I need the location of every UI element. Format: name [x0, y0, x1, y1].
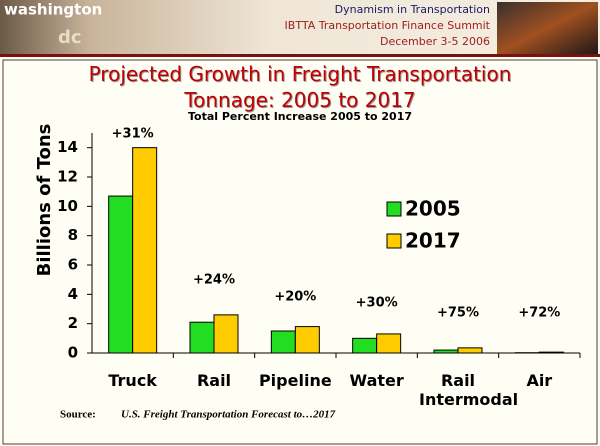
- x-tick-label: Truck: [94, 371, 172, 390]
- header-rule: [0, 54, 600, 57]
- y-tick-label: 4: [68, 285, 78, 303]
- y-tick-label: 2: [68, 314, 78, 332]
- header-line: IBTTA Transportation Finance Summit: [285, 19, 491, 32]
- slide: washington dc Dynamism in Transportation…: [0, 0, 600, 446]
- bar: [214, 315, 238, 353]
- x-tick-label: Rail Intermodal: [419, 371, 497, 409]
- annotation: +24%: [193, 273, 235, 288]
- annotation: +75%: [437, 306, 479, 321]
- x-tick-label: Water: [338, 371, 416, 390]
- bar: [109, 196, 133, 353]
- logo-bottom: dc: [58, 27, 82, 48]
- header-line: Dynamism in Transportation: [335, 3, 490, 16]
- bar: [353, 338, 377, 353]
- legend-label: 2005: [405, 197, 461, 221]
- x-tick-label: Air: [500, 371, 578, 390]
- x-tick-label: Pipeline: [256, 371, 334, 390]
- annotation: +72%: [518, 306, 560, 321]
- bar: [377, 334, 401, 353]
- y-tick-label: 14: [57, 138, 78, 156]
- annotation: +31%: [112, 127, 154, 142]
- legend-swatch: [387, 202, 401, 216]
- y-tick-label: 6: [68, 256, 78, 274]
- annotation: +30%: [356, 296, 398, 311]
- x-tick-label: Rail: [175, 371, 253, 390]
- logo-top: washington: [4, 1, 102, 19]
- y-tick-label: 0: [68, 344, 78, 362]
- source-label: Source:: [60, 409, 96, 421]
- bar: [133, 148, 157, 353]
- bar: [539, 352, 563, 353]
- bar: [295, 327, 319, 353]
- annotation: +20%: [274, 290, 316, 305]
- y-tick-label: 12: [57, 168, 78, 186]
- legend-label: 2017: [405, 229, 461, 253]
- chart-title: Projected Growth in Freight Transportati…: [89, 62, 512, 112]
- y-tick-label: 10: [57, 197, 78, 215]
- header-photo: [497, 2, 598, 54]
- legend-swatch: [387, 234, 401, 248]
- header-line: December 3-5 2006: [380, 35, 490, 48]
- chart-subtitle: Total Percent Increase 2005 to 2017: [188, 110, 412, 123]
- bar: [434, 350, 458, 353]
- y-tick-label: 8: [68, 226, 78, 244]
- bar: [271, 331, 295, 353]
- bar: [190, 322, 214, 353]
- y-axis-label: Billions of Tons: [34, 124, 55, 277]
- bar: [458, 348, 482, 353]
- source-text: U.S. Freight Transportation Forecast to……: [121, 409, 336, 421]
